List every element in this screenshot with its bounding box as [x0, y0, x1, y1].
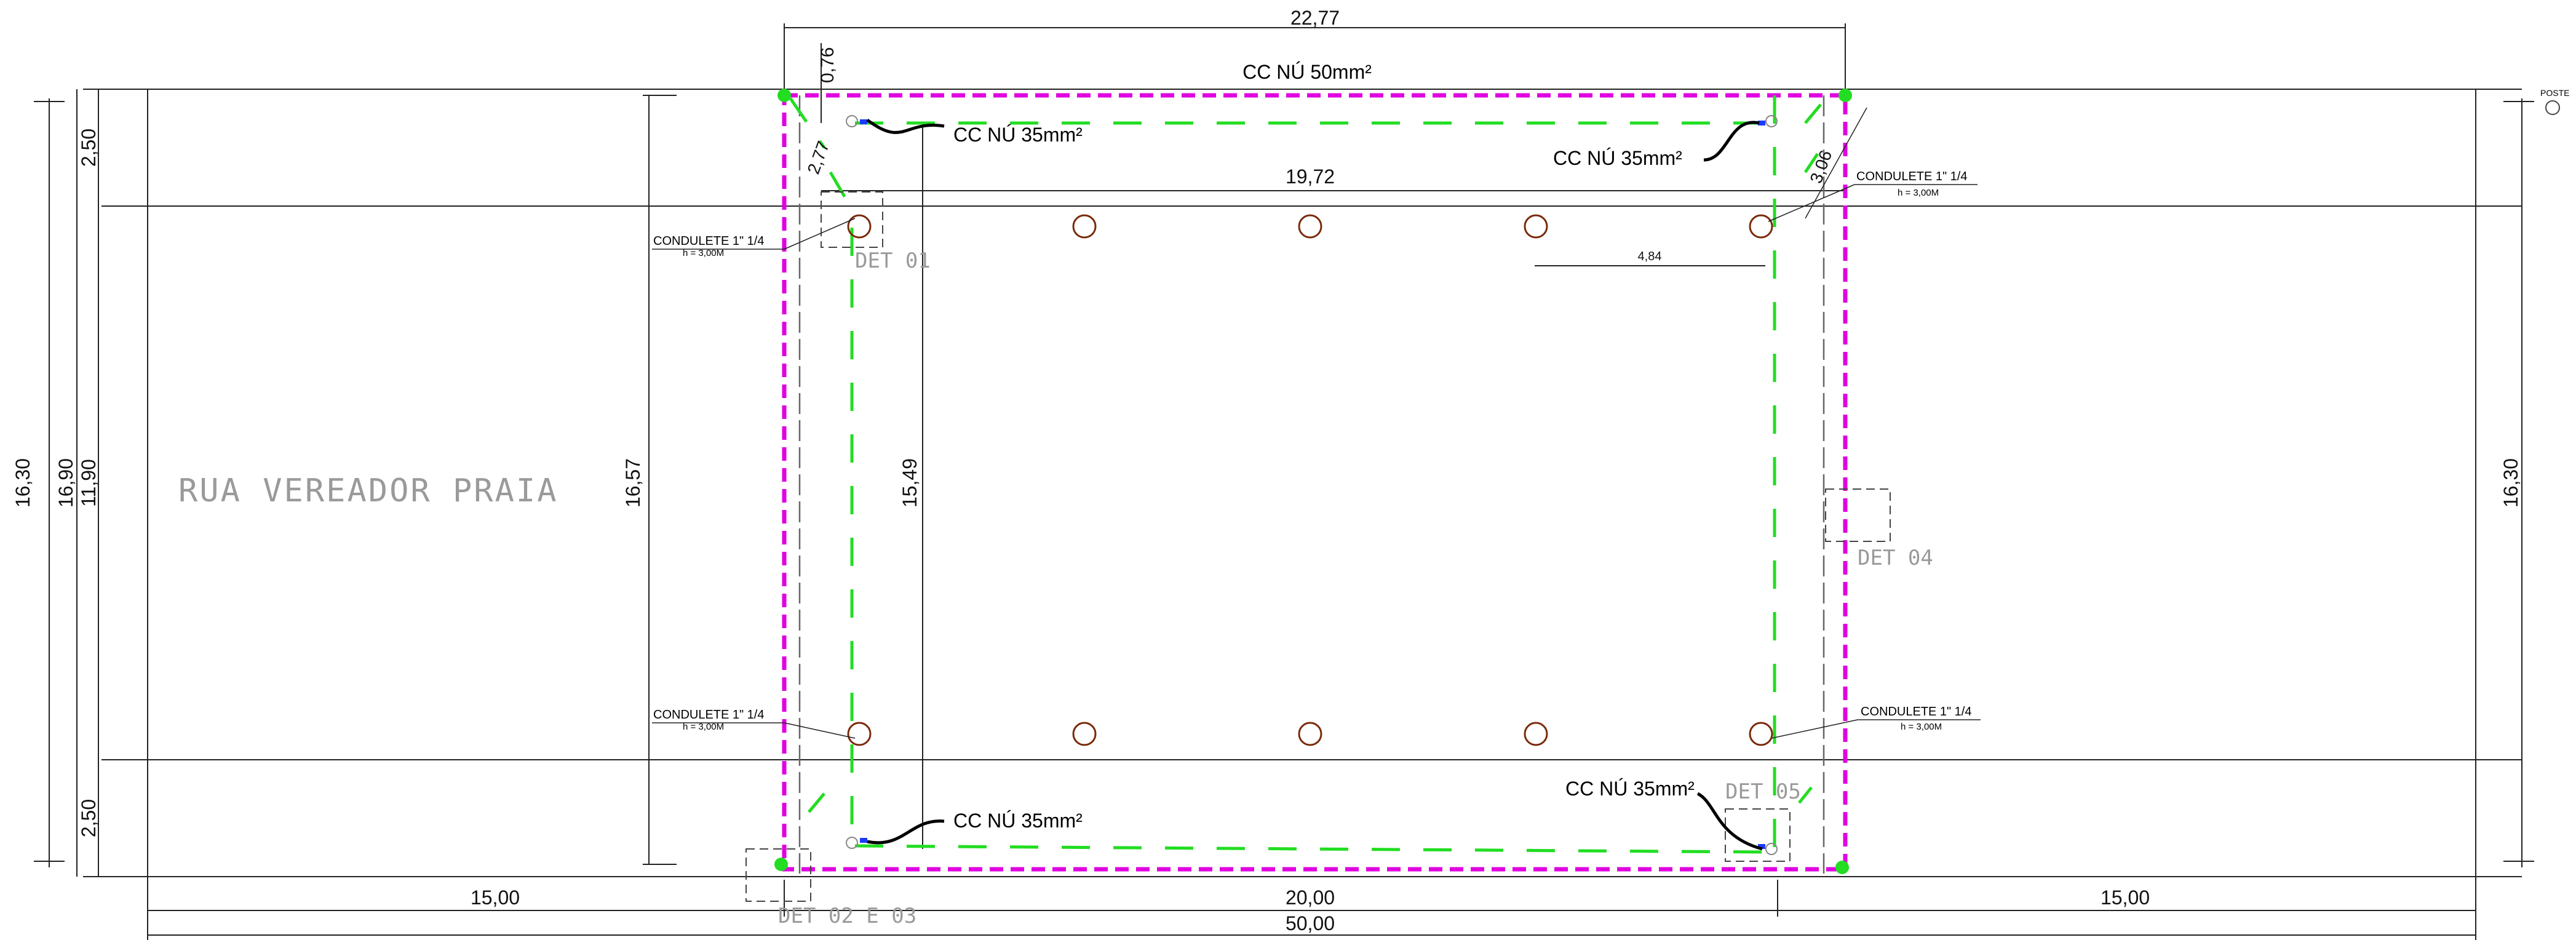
dim-side-1630-left: 16,30	[12, 458, 34, 508]
dim-inner-1972: 19,72	[1286, 165, 1335, 188]
junction-markers	[846, 115, 1778, 855]
det05-box	[1725, 808, 1791, 862]
dim-bottom-left: 15,00	[471, 886, 520, 909]
det04-label: DET 04	[1858, 546, 1933, 570]
right-dimensions	[2503, 98, 2560, 867]
condulet-height-3: h = 3,00M	[1898, 188, 1939, 198]
dim-inner-277: 2,77	[804, 138, 833, 177]
pole-8	[1298, 722, 1322, 746]
pole-10	[1749, 722, 1773, 746]
dim-pole-spacing: 4,84	[1638, 250, 1662, 263]
pole-4	[1524, 214, 1548, 239]
dim-bottom-right: 15,00	[2101, 886, 2150, 909]
det04-box	[1825, 488, 1891, 542]
dim-side-250-top: 2,50	[78, 129, 100, 167]
det0203-label: DET 02 E 03	[778, 904, 916, 928]
condulet-height-2: h = 3,00M	[683, 722, 724, 732]
condulet-label-2: CONDULETE 1" 1/4	[653, 708, 765, 722]
dim-inner-306: 3,06	[1807, 148, 1836, 186]
dim-offset-076: 0,76	[817, 47, 838, 83]
pole-9	[1524, 722, 1548, 746]
connector-blue	[860, 119, 1765, 849]
ground-point-bl	[774, 858, 788, 871]
pole-2	[1072, 214, 1097, 239]
condulet-label-4: CONDULETE 1" 1/4	[1861, 705, 1972, 719]
top-dimension	[784, 23, 1846, 266]
condulet-height-4: h = 3,00M	[1901, 722, 1942, 732]
street-name: RUA VEREADOR PRAIA	[178, 472, 559, 509]
condulet-leaders	[652, 107, 1981, 739]
green-cable-path	[789, 95, 1822, 854]
det0203-box	[745, 848, 811, 902]
condulet-height-1: h = 3,00M	[683, 248, 724, 258]
dim-inner-1549: 15,49	[899, 458, 921, 508]
building-outline	[798, 95, 1825, 874]
ground-point-br	[1835, 861, 1849, 874]
grounding-ring	[782, 93, 1848, 872]
left-dimensions	[34, 89, 923, 877]
site-boundaries	[83, 89, 2522, 940]
ground-point-tr	[1839, 89, 1852, 102]
dim-side-1630-right: 16,30	[2500, 458, 2522, 508]
pole-3	[1298, 214, 1322, 239]
dim-top-total: 22,77	[1290, 7, 1340, 29]
cable-callout-4: CC NÚ 35mm²	[1565, 778, 1695, 800]
dim-side-1190: 11,90	[78, 459, 100, 507]
pole-1	[847, 214, 872, 239]
pole-5	[1749, 214, 1773, 239]
cable-callout-2: CC NÚ 35mm²	[1553, 147, 1682, 169]
dim-side-1690: 16,90	[55, 458, 77, 508]
det05-label: DET 05	[1725, 779, 1801, 804]
ground-points	[774, 89, 1852, 874]
condulet-label-1: CONDULETE 1" 1/4	[653, 234, 765, 248]
cable-callout-1: CC NÚ 35mm²	[953, 124, 1083, 146]
condulet-label-3: CONDULETE 1" 1/4	[1856, 170, 1968, 183]
det01-label: DET 01	[855, 249, 931, 273]
bottom-dimensions	[148, 877, 2476, 940]
dim-side-250-bottom: 2,50	[78, 799, 100, 837]
callout-arrows	[866, 118, 1763, 851]
cable-callout-3: CC NÚ 35mm²	[953, 810, 1083, 832]
dim-inner-1657: 16,57	[622, 458, 644, 508]
detail-boxes	[745, 191, 1891, 902]
det01-box	[821, 191, 883, 248]
pole-7	[1072, 722, 1097, 746]
dim-bottom-total: 50,00	[1286, 912, 1335, 934]
ground-point-tl	[777, 89, 791, 102]
pole-6	[847, 722, 872, 746]
poste-label: POSTE	[2540, 88, 2569, 98]
pole-circles	[847, 214, 1773, 746]
poste-icon	[2545, 100, 2560, 115]
cable-main-label: CC NÚ 50mm²	[1242, 61, 1372, 83]
dim-bottom-mid: 20,00	[1286, 886, 1335, 909]
